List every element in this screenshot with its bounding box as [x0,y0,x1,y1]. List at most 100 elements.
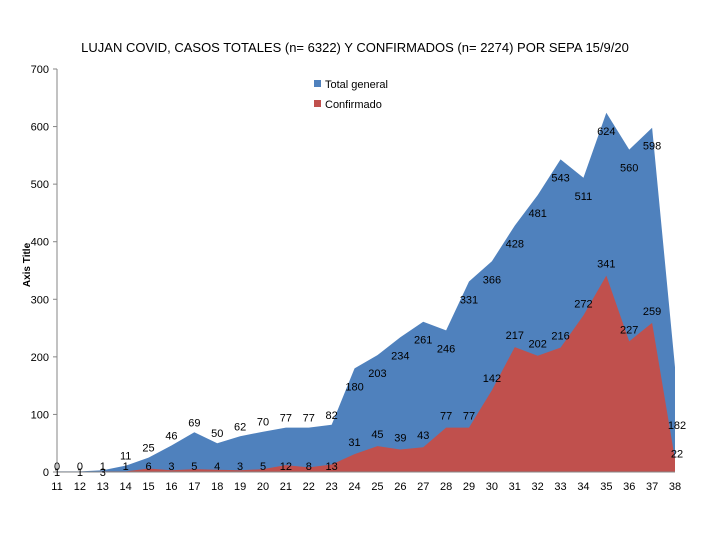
data-label-confirmado: 77 [463,411,475,423]
data-label-confirmado: 341 [597,259,615,271]
y-tick-label: 400 [31,237,49,249]
data-label-total: 25 [142,443,154,455]
x-tick-label: 28 [440,481,452,493]
data-label-total: 234 [391,350,409,362]
x-tick-label: 15 [142,481,154,493]
data-label-total: 560 [620,163,638,175]
data-label-total: 50 [211,428,223,440]
data-label-total: 77 [303,413,315,425]
x-tick-label: 20 [257,481,269,493]
x-tick-label: 16 [165,481,177,493]
legend-swatch [314,100,321,107]
data-label-confirmado: 22 [671,448,683,460]
data-label-confirmado: 272 [574,298,592,310]
x-tick-label: 19 [234,481,246,493]
data-label-confirmado: 259 [643,306,661,318]
data-label-total: 331 [460,294,478,306]
x-tick-label: 17 [188,481,200,493]
y-tick-label: 0 [43,467,49,479]
data-label-total: 69 [188,417,200,429]
data-label-confirmado: 39 [394,433,406,445]
data-label-total: 1 [54,467,60,479]
data-label-total: 543 [551,172,569,184]
data-label-confirmado: 4 [214,461,220,473]
x-tick-label: 34 [577,481,589,493]
data-label-total: 246 [437,343,455,355]
data-label-total: 1 [77,467,83,479]
x-tick-label: 38 [669,481,681,493]
data-label-total: 82 [326,410,338,422]
data-label-confirmado: 31 [348,437,360,449]
x-tick-label: 18 [211,481,223,493]
area-series-confirmado [57,275,675,472]
data-label-confirmado: 3 [168,461,174,473]
data-label-total: 511 [575,191,593,203]
x-tick-label: 31 [509,481,521,493]
data-label-confirmado: 0 [54,461,60,473]
y-tick-label: 600 [31,122,49,134]
data-label-total: 77 [280,413,292,425]
data-label-total: 598 [643,141,661,153]
data-label-total: 428 [506,239,524,251]
x-tick-label: 26 [394,481,406,493]
x-tick-label: 13 [97,481,109,493]
data-label-total: 182 [668,420,686,432]
data-label-total: 624 [597,126,615,138]
y-tick-label: 100 [31,409,49,421]
data-label-confirmado: 5 [191,461,197,473]
data-label-confirmado: 43 [417,430,429,442]
x-tick-labels: 11 12 13 14 15 16 17 18 19 20 21 22 23 24 25 26 27 28 29 30… [51,481,681,493]
data-label-total: 11 [120,451,131,463]
x-tick-label: 29 [463,481,475,493]
data-label-total: 481 [528,208,546,220]
data-label-confirmado: 5 [260,461,266,473]
data-label-total: 62 [234,421,246,433]
data-label-total: 366 [483,274,501,286]
data-label-confirmado: 77 [440,411,452,423]
data-label-confirmado: 12 [280,461,292,473]
x-tick-label: 21 [280,481,292,493]
x-tick-label: 25 [371,481,383,493]
legend-swatch [314,80,321,87]
x-tick-label: 36 [623,481,635,493]
data-label-confirmado: 227 [620,324,638,336]
data-label-total: 46 [165,431,177,443]
y-tick-label: 700 [31,64,49,76]
x-tick-label: 12 [74,481,86,493]
data-label-confirmado: 6 [145,461,151,473]
x-tick-label: 11 [51,481,62,493]
data-label-confirmado: 3 [237,461,243,473]
data-label-total: 203 [368,368,386,380]
y-tick-labels: 0 100 200 300 400 500 600 700 [31,64,57,479]
legend-label: Confirmado [325,99,382,111]
x-tick-label: 22 [303,481,315,493]
y-tick-label: 300 [31,294,49,306]
data-label-total: 261 [414,335,432,347]
data-label-confirmado: 8 [306,461,312,473]
data-label-confirmado: 1 [100,461,106,473]
x-tick-label: 23 [326,481,338,493]
chart-title: LUJAN COVID, CASOS TOTALES (n= 6322) Y C… [81,40,629,55]
chart-areas [57,112,675,473]
data-label-confirmado: 142 [483,373,501,385]
data-label-confirmado: 0 [77,461,83,473]
x-tick-label: 35 [600,481,612,493]
data-label-confirmado: 202 [528,339,546,351]
x-tick-label: 30 [486,481,498,493]
data-label-total: 180 [345,381,363,393]
x-tick-label: 37 [646,481,658,493]
data-label-total: 70 [257,417,269,429]
y-axis-title: Axis Title [22,242,33,287]
data-label-confirmado: 1 [123,461,129,473]
x-tick-label: 24 [348,481,360,493]
x-tick-label: 32 [532,481,544,493]
x-tick-label: 14 [120,481,132,493]
data-label-total: 3 [100,467,106,479]
x-tick-label: 27 [417,481,429,493]
legend-label: Total general [325,79,388,91]
data-label-confirmado: 216 [551,331,569,343]
chart-axes [56,69,675,473]
y-tick-label: 200 [31,352,49,364]
